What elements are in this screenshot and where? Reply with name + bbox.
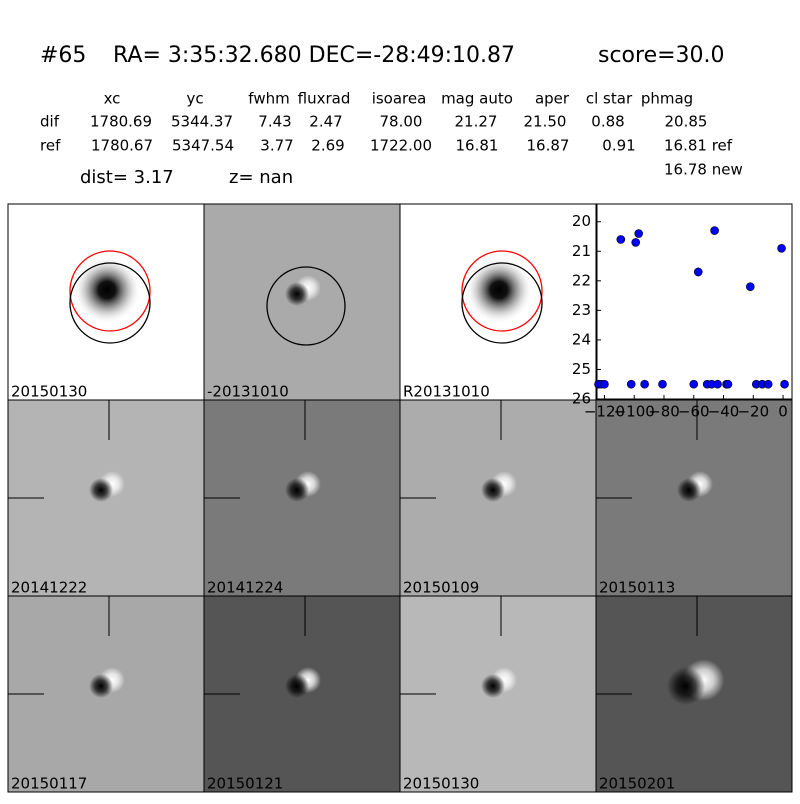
residual-dark [285,282,309,306]
data-point [713,379,722,389]
aperture-red [461,250,543,332]
table-cell: 21.50 [524,113,567,131]
row-label: ref [40,137,61,155]
x-tick-label: −120 [584,403,625,421]
table-cell: 1780.69 [90,113,152,131]
panel-label: 20150121 [207,775,283,793]
panel-label: 20150113 [599,579,675,597]
table-cell: 20.85 [665,113,708,131]
x-tick-label: −100 [614,403,655,421]
data-point [746,282,755,292]
coordinates: RA= 3:35:32.680 DEC=-28:49:10.87 [113,43,515,68]
data-point [693,267,703,277]
data-point [780,379,789,389]
x-tick-label: −80 [648,403,680,421]
column-header: mag auto [441,90,513,108]
panel-label: 20150130 [403,775,479,793]
data-point [689,379,699,389]
lightcurve-plot: 20 21 22 23 24 25 26−120−100−80−60−40−20 0 [572,203,793,421]
panel-label: 20150130 [11,383,87,401]
panels: 20150130 -20131010 R20131010 20141222 201412… [7,203,793,793]
x-tick-label: 0 [778,403,788,421]
data-point [763,379,773,389]
column-header: cl star [586,90,633,108]
residual-dark [285,674,309,698]
column-header: fluxrad [298,90,351,108]
aperture-black [69,262,151,344]
data-point [600,379,609,389]
table-cell: 21.27 [455,113,498,131]
row-label: dif [40,113,60,131]
aperture-black [461,262,543,344]
y-tick-label: 23 [572,301,591,319]
panel-label: 20150201 [599,775,675,793]
residual-dark [677,478,701,502]
y-tick-label: 20 [572,212,591,230]
column-header: xc [104,90,121,108]
table-cell: 1722.00 [370,137,432,155]
data-point [710,226,719,235]
table-cell: 5347.54 [172,137,234,155]
panel-label: 20150117 [11,775,87,793]
panel-label: R20131010 [403,383,490,401]
panel-label: 20141224 [207,579,283,597]
table-cell: 2.47 [309,113,342,131]
panel-label: -20131010 [207,383,289,401]
column-header: yc [186,90,203,108]
y-tick-label: 25 [572,360,591,378]
residual-dark [89,674,113,698]
panel-label: 20141222 [11,579,87,597]
residual-dark [89,478,113,502]
aperture-black [266,266,346,346]
table-cell: 7.43 [258,113,291,131]
data-point [634,229,643,238]
data-point [723,379,733,389]
table-cell: 16.87 [527,137,570,155]
redshift: z= nan [229,167,293,188]
data-point [626,379,636,389]
table-cell: 5344.37 [171,113,233,131]
table-cell: 1780.67 [91,137,153,155]
table-cell: 0.88 [591,113,624,131]
data-point [631,238,641,247]
panel-label: 20150109 [403,579,479,597]
table-cell: 3.77 [260,137,293,155]
source-blob [465,256,533,324]
x-tick-label: −20 [737,403,769,421]
source-blob [73,256,141,324]
dist: dist= 3.17 [80,167,174,188]
plot-area [596,203,793,400]
table-cell: 16.81 [456,137,499,155]
data-point [658,379,667,389]
y-tick-label: 24 [572,330,591,348]
y-tick-label: 26 [572,390,591,408]
table-cell: 78.00 [380,113,423,131]
data-point [640,379,649,389]
table-cell: 2.69 [311,137,344,155]
y-tick-label: 21 [572,242,591,260]
score: score=30.0 [598,43,725,68]
candidate-id: #65 [40,43,86,68]
y-tick-label: 22 [572,271,591,289]
residual-dark [481,674,505,698]
x-tick-label: −40 [708,403,740,421]
residual-dark [481,478,505,502]
residual-dark [285,478,309,502]
phmag-new: 16.78 new [664,161,743,179]
x-tick-label: −60 [678,403,710,421]
data-point [777,244,786,253]
column-header: aper [535,90,570,108]
column-header: isoarea [372,90,427,108]
column-header: phmag [641,90,693,108]
data-point [616,235,626,244]
table-cell: 0.91 [602,137,635,155]
column-header: fwhm [248,90,289,108]
aperture-red [69,250,151,332]
residual-dark [666,666,706,706]
table-cell: 16.81 ref [664,137,733,155]
